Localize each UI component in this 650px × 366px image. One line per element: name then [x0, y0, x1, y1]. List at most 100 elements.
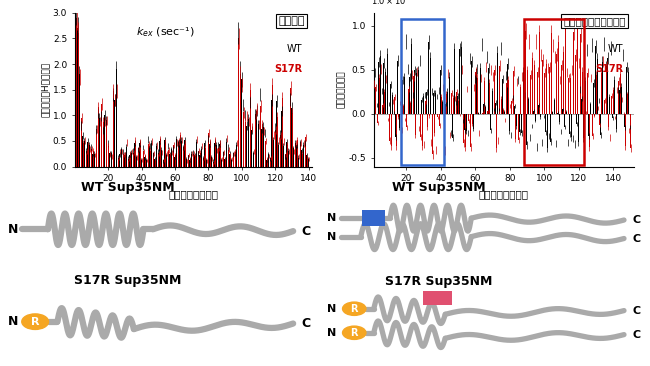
- Bar: [585, 81, 586, 114]
- Bar: [538, 105, 539, 114]
- Bar: [389, 114, 390, 141]
- Bar: [616, 114, 617, 129]
- Bar: [630, 114, 631, 148]
- Bar: [537, 114, 538, 147]
- Bar: [440, 70, 441, 114]
- Bar: [578, 63, 579, 114]
- Bar: [420, 60, 421, 114]
- Bar: [426, 92, 427, 114]
- Bar: [548, 68, 549, 114]
- Text: R: R: [350, 304, 358, 314]
- Text: N: N: [327, 232, 336, 242]
- Bar: [594, 114, 595, 116]
- Bar: [385, 72, 386, 114]
- Bar: [476, 69, 477, 114]
- Bar: [525, 31, 526, 114]
- Text: C: C: [633, 215, 641, 225]
- Bar: [394, 112, 395, 114]
- Bar: [473, 114, 474, 129]
- Text: WT Sup35NM: WT Sup35NM: [392, 181, 486, 194]
- Bar: [487, 57, 488, 114]
- Bar: [619, 90, 620, 114]
- Bar: [592, 114, 593, 136]
- Text: WT Sup35NM: WT Sup35NM: [81, 181, 174, 194]
- Bar: [445, 104, 446, 114]
- Bar: [516, 114, 517, 126]
- Bar: [422, 291, 452, 305]
- Text: S17R Sup35NM: S17R Sup35NM: [74, 274, 181, 287]
- Bar: [425, 101, 426, 114]
- Circle shape: [343, 326, 366, 339]
- Text: S17R: S17R: [595, 64, 623, 74]
- Bar: [511, 114, 512, 135]
- Bar: [474, 79, 475, 114]
- Bar: [424, 95, 425, 114]
- Bar: [439, 114, 440, 126]
- Bar: [586, 50, 587, 114]
- Bar: [493, 109, 494, 114]
- Text: C: C: [302, 225, 311, 238]
- Bar: [613, 90, 614, 114]
- Bar: [530, 75, 531, 114]
- Text: R: R: [31, 317, 40, 327]
- Bar: [539, 33, 540, 114]
- Bar: [509, 114, 510, 131]
- Bar: [475, 72, 476, 114]
- Bar: [595, 46, 596, 114]
- Bar: [521, 114, 522, 133]
- Bar: [611, 48, 612, 114]
- Bar: [609, 97, 610, 114]
- Bar: [528, 41, 529, 114]
- Bar: [552, 46, 554, 114]
- Bar: [464, 114, 465, 130]
- Bar: [543, 114, 544, 116]
- Bar: [380, 56, 381, 114]
- Bar: [568, 78, 569, 114]
- Bar: [418, 70, 419, 114]
- Bar: [500, 48, 501, 114]
- Bar: [395, 114, 396, 137]
- Text: C: C: [302, 317, 311, 330]
- Bar: [468, 114, 469, 133]
- Bar: [601, 73, 602, 114]
- Bar: [501, 98, 502, 114]
- Bar: [628, 72, 629, 114]
- Bar: [604, 100, 605, 114]
- Bar: [563, 52, 564, 114]
- Bar: [401, 19, 445, 165]
- Bar: [363, 210, 385, 227]
- Bar: [442, 102, 443, 114]
- Bar: [415, 114, 416, 135]
- Bar: [428, 42, 429, 114]
- Bar: [503, 109, 504, 114]
- Text: WT: WT: [608, 44, 623, 53]
- Bar: [392, 95, 393, 114]
- Text: モノマー＋オリゴマー: モノマー＋オリゴマー: [564, 16, 626, 26]
- Bar: [401, 114, 402, 130]
- Bar: [446, 94, 447, 114]
- Bar: [583, 114, 584, 138]
- Bar: [408, 89, 409, 114]
- Bar: [454, 49, 455, 114]
- Bar: [482, 113, 483, 114]
- Text: WT: WT: [287, 44, 302, 53]
- Bar: [559, 114, 560, 122]
- Bar: [504, 114, 505, 120]
- Bar: [416, 73, 417, 114]
- Bar: [384, 92, 385, 114]
- Bar: [490, 114, 491, 130]
- Bar: [570, 78, 571, 114]
- Bar: [522, 77, 523, 114]
- Y-axis label: 飽和移動差強度: 飽和移動差強度: [337, 71, 346, 108]
- Bar: [402, 81, 403, 114]
- Bar: [554, 57, 555, 114]
- Bar: [496, 114, 497, 148]
- Bar: [514, 106, 515, 114]
- Bar: [404, 78, 405, 114]
- Text: N: N: [8, 315, 18, 328]
- Bar: [533, 111, 534, 114]
- Text: R: R: [350, 328, 358, 338]
- Bar: [387, 114, 388, 119]
- Bar: [551, 33, 552, 114]
- Bar: [567, 114, 568, 143]
